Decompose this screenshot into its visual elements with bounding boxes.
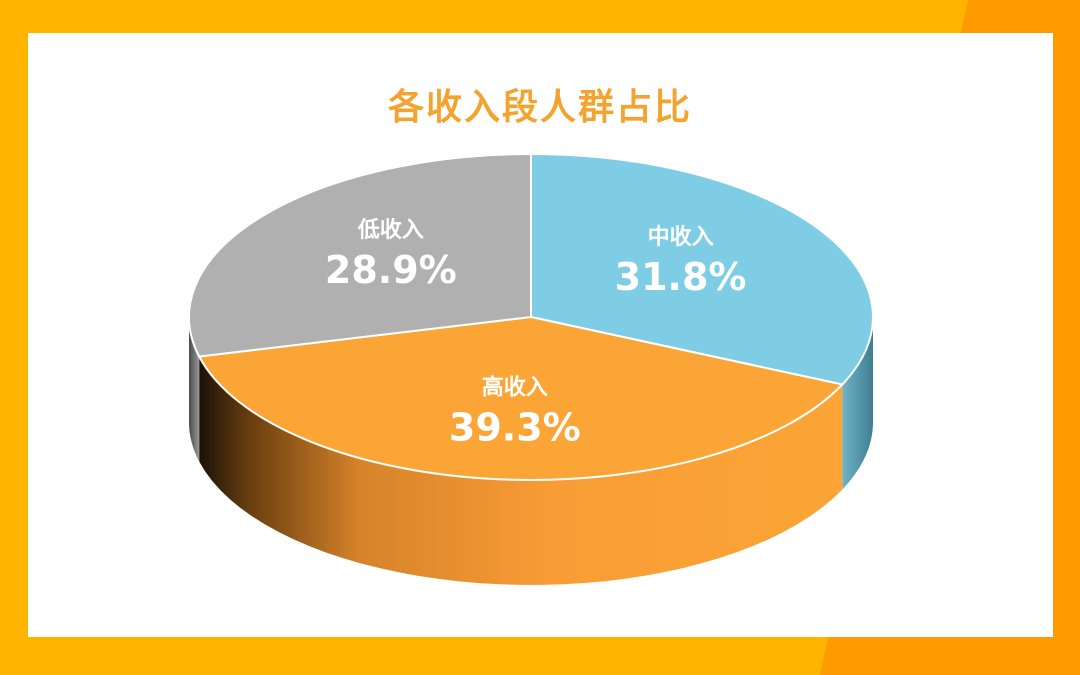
- pie-slice-low: [188, 152, 532, 358]
- slice-value-mid: 31.8%: [615, 255, 747, 299]
- pie-slice-high: [197, 315, 845, 481]
- chart-title: 各收入段人群占比: [387, 87, 692, 128]
- pie-slice-mid: [530, 152, 874, 386]
- slice-label-mid: 中收入: [648, 224, 714, 250]
- pie-side-high: [199, 356, 843, 585]
- slice-value-high: 39.3%: [449, 405, 581, 449]
- slice-label-low: 低收入: [357, 217, 424, 243]
- slice-value-low: 28.9%: [325, 248, 457, 292]
- pie-side-mid: [842, 317, 873, 490]
- slice-label-high: 高收入: [482, 374, 548, 400]
